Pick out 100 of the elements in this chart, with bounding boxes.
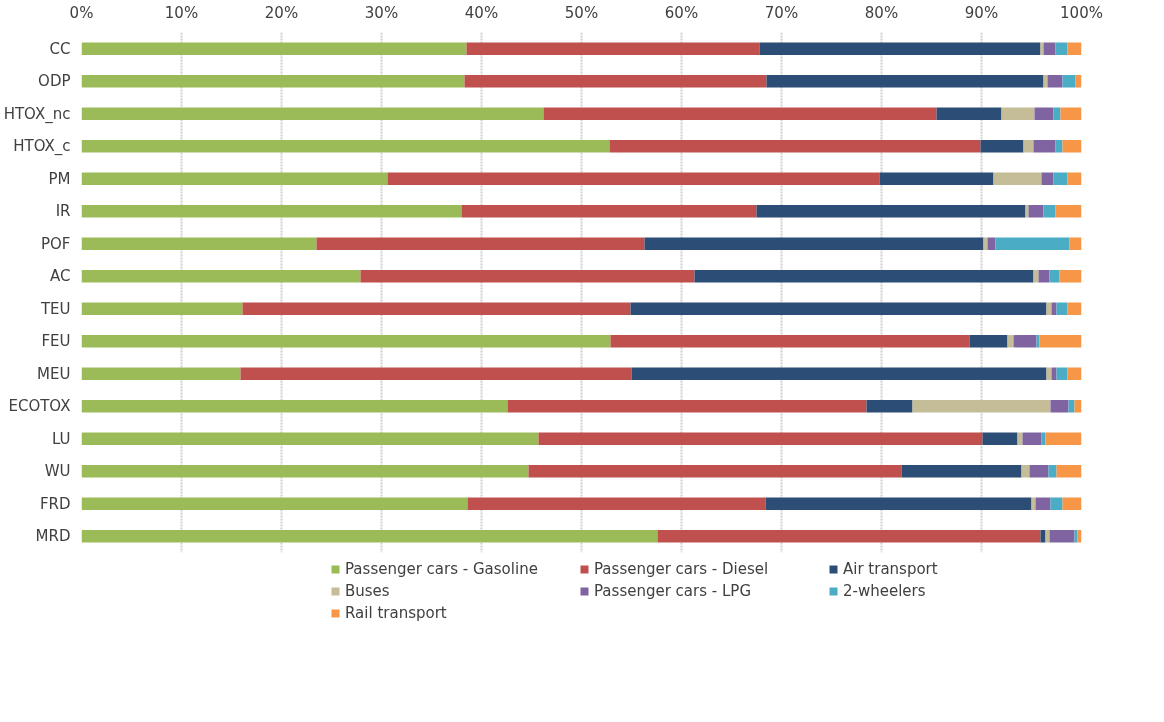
bar [1043, 205, 1056, 218]
y-tick-label: HTOX_c [13, 137, 71, 157]
bar [879, 172, 994, 185]
bar [1040, 42, 1044, 55]
bar [528, 465, 902, 478]
legend-label: Passenger cars - Gasoline [345, 560, 539, 578]
bar [1036, 335, 1040, 348]
bar [936, 107, 1002, 120]
bar [81, 172, 388, 185]
legend-label: Rail transport [345, 604, 448, 622]
bar [983, 237, 988, 250]
bar [316, 237, 645, 250]
bar [1046, 302, 1052, 315]
y-tick-label: FEU [41, 332, 71, 351]
y-tick-label: FRD [39, 494, 71, 513]
bar [1045, 432, 1082, 445]
bar [1062, 75, 1076, 88]
bar [1049, 270, 1060, 283]
x-tick-label: 60% [664, 3, 699, 22]
bar [766, 75, 1044, 88]
bar [1028, 205, 1044, 218]
bar [1045, 530, 1050, 543]
bar [1056, 302, 1068, 315]
bar [1041, 172, 1054, 185]
bar [81, 335, 611, 348]
bar [1059, 270, 1082, 283]
bar [765, 497, 1032, 510]
bar [1067, 42, 1082, 55]
bar [466, 42, 760, 55]
x-tick-label: 10% [164, 3, 199, 22]
bar [1051, 367, 1057, 380]
bar [81, 302, 243, 315]
bar [1056, 465, 1082, 478]
bar [1050, 497, 1063, 510]
x-tick-label: 0% [69, 3, 94, 22]
bar [1040, 530, 1046, 543]
y-tick-label: LU [51, 429, 71, 448]
bar [980, 140, 1024, 153]
legend-label: 2-wheelers [843, 582, 927, 600]
y-tick-label: MRD [35, 527, 71, 546]
bar [1025, 205, 1029, 218]
y-tick-label: ODP [38, 72, 71, 91]
bar [756, 205, 1026, 218]
bar [1043, 42, 1056, 55]
y-tick-label: WU [44, 462, 71, 481]
legend-label: Passenger cars - LPG [594, 582, 752, 600]
y-tick-label: POF [41, 234, 71, 253]
bar [1051, 302, 1057, 315]
bar [1001, 107, 1035, 120]
bar [1021, 465, 1030, 478]
bar [1031, 497, 1036, 510]
bar [609, 140, 981, 153]
bar [993, 172, 1042, 185]
bar [81, 367, 241, 380]
bar [1055, 42, 1068, 55]
bar [464, 75, 767, 88]
bar [631, 367, 1047, 380]
bar [759, 42, 1041, 55]
bar [1050, 400, 1069, 413]
bar [81, 237, 317, 250]
y-tick-label: MEU [37, 364, 71, 383]
bar [901, 465, 1022, 478]
bar [543, 107, 937, 120]
legend-label: Passenger cars - Diesel [594, 560, 770, 578]
bar [1067, 172, 1082, 185]
y-tick-label: HTOX_nc [3, 104, 71, 124]
bar [1067, 302, 1082, 315]
bar [866, 400, 913, 413]
bar [987, 237, 996, 250]
bar [630, 302, 1047, 315]
bar [81, 42, 467, 55]
x-tick-label: 50% [564, 3, 599, 22]
y-tick-label: IR [55, 202, 71, 221]
bar [538, 432, 983, 445]
legend-label: Air transport [843, 560, 939, 578]
y-tick-label: AC [50, 267, 71, 286]
bar [1035, 497, 1051, 510]
bar [81, 530, 658, 543]
bar [1053, 107, 1061, 120]
bar [81, 140, 610, 153]
bar [657, 530, 1041, 543]
bar [644, 237, 984, 250]
x-tick-label: 40% [464, 3, 499, 22]
bar [240, 367, 632, 380]
legend-label: Buses [345, 582, 391, 600]
bar [1046, 367, 1052, 380]
bar [1055, 140, 1063, 153]
bar [1062, 140, 1082, 153]
x-tick-label: 100% [1060, 3, 1103, 22]
bar [982, 432, 1018, 445]
bar [1068, 400, 1075, 413]
bar [242, 302, 631, 315]
bar [507, 400, 867, 413]
bar [1022, 432, 1042, 445]
bar [1060, 107, 1082, 120]
x-tick-label: 90% [964, 3, 999, 22]
bar [81, 205, 462, 218]
bar [387, 172, 880, 185]
bar [467, 497, 766, 510]
bar [1033, 270, 1039, 283]
